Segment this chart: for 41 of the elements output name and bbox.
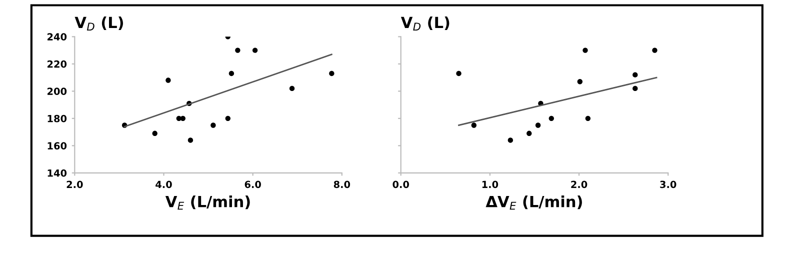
point [225, 116, 230, 122]
point [188, 138, 194, 143]
point [535, 122, 541, 128]
x-tick-label: 3.0 [660, 180, 676, 188]
point [582, 48, 588, 53]
point [577, 79, 583, 84]
x-axis-title: V$_{E}$ (L/min) [165, 196, 250, 210]
point [210, 122, 216, 128]
point [235, 48, 240, 53]
x-tick-label: 6.0 [244, 180, 261, 188]
y-tick-label: 200 [48, 88, 67, 96]
point [632, 72, 638, 78]
y-axis-title: V$_{D}$ (L) [400, 16, 450, 31]
point [289, 86, 295, 92]
x-tick-label: 4.0 [156, 180, 172, 188]
point [329, 70, 334, 76]
point [180, 116, 186, 122]
point [228, 70, 234, 76]
point [152, 130, 158, 136]
point [652, 48, 658, 53]
x-tick-label: 0.0 [392, 180, 410, 188]
point [471, 122, 477, 128]
point [166, 78, 171, 83]
x-tick-label: 2.0 [571, 180, 588, 188]
x-tick-label: 2.0 [66, 180, 83, 188]
y-tick-label: 180 [48, 114, 67, 122]
point [632, 86, 638, 92]
y-axis-title: V$_{D}$ (L) [74, 16, 123, 31]
point [526, 130, 532, 136]
point [548, 116, 554, 122]
x-tick-label: 8.0 [334, 180, 350, 188]
y-tick-label: 240 [48, 33, 67, 41]
y-tick-label: 220 [48, 60, 67, 68]
y-tick-label: 160 [48, 142, 67, 150]
x-tick-label: 1.0 [482, 180, 498, 188]
point [585, 116, 591, 122]
point [456, 70, 462, 76]
x-axis-title: ΔV$_{E}$ (L/min) [486, 196, 582, 210]
point [252, 48, 258, 53]
y-tick-label: 140 [48, 169, 67, 177]
point [508, 138, 514, 143]
